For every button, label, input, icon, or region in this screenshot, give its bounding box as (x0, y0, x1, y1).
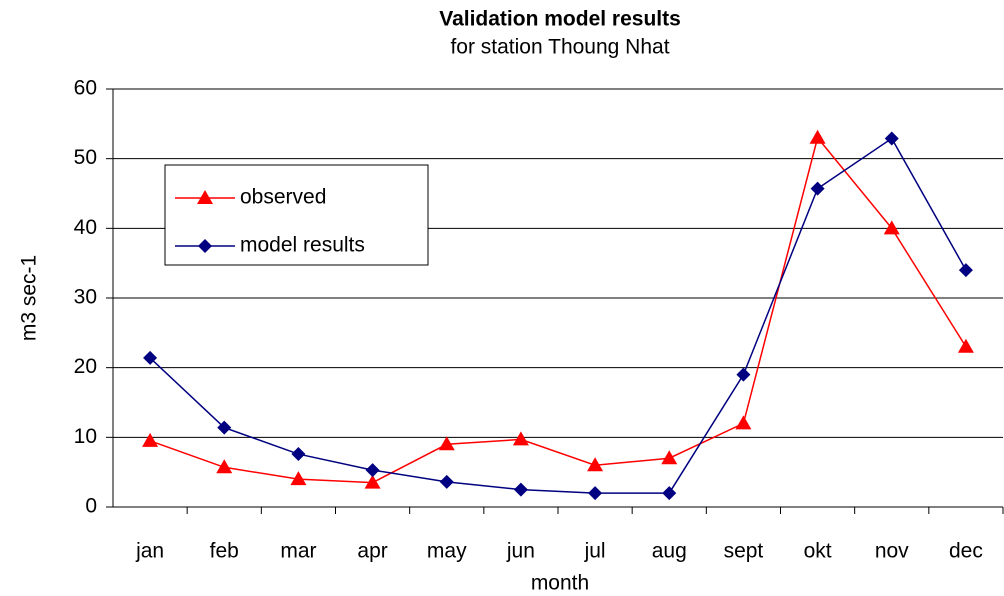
legend-label: model results (240, 234, 365, 257)
x-tick-label: sept (724, 540, 764, 563)
x-tick-label: jan (135, 540, 164, 563)
point (513, 482, 528, 497)
chart-subtitle: for station Thoung Nhat (450, 36, 669, 59)
point (143, 350, 158, 365)
y-tick-label: 30 (74, 286, 97, 309)
point (735, 415, 752, 430)
legend-marker (198, 239, 212, 253)
point (439, 474, 454, 489)
x-axis-label: month (531, 572, 589, 595)
y-tick-label: 10 (74, 425, 97, 448)
y-tick-label: 20 (74, 355, 97, 378)
point (810, 181, 825, 196)
point (661, 450, 678, 465)
x-tick-label: aug (652, 540, 687, 563)
point (290, 471, 307, 486)
x-tick-label: apr (357, 540, 387, 563)
x-tick-label: okt (804, 540, 832, 563)
y-tick-label: 60 (74, 77, 97, 100)
point (588, 486, 603, 501)
series-line (149, 137, 967, 494)
point (587, 457, 604, 472)
point (512, 431, 529, 446)
legend-marker (197, 190, 213, 204)
x-tick-label: mar (280, 540, 316, 563)
point (883, 220, 900, 235)
x-tick-label: dec (949, 540, 983, 563)
point (364, 474, 381, 489)
x-tick-label: may (427, 540, 467, 563)
point (216, 459, 233, 474)
point (142, 432, 159, 447)
y-tick-label: 0 (85, 495, 97, 518)
series-line (149, 136, 967, 484)
point (736, 367, 751, 382)
legend-label: observed (240, 186, 326, 209)
x-tick-label: jul (584, 540, 606, 563)
point (365, 463, 380, 478)
point (291, 447, 306, 462)
point (884, 131, 899, 146)
y-axis-label: m3 sec-1 (18, 255, 41, 341)
point (957, 338, 974, 353)
point (809, 129, 826, 144)
x-tick-label: feb (210, 540, 239, 563)
point (662, 486, 677, 501)
chart-title: Validation model results (439, 8, 681, 31)
y-tick-label: 50 (74, 146, 97, 169)
point (217, 420, 232, 435)
x-tick-label: nov (875, 540, 909, 563)
point (438, 436, 455, 451)
point (958, 263, 973, 278)
x-tick-label: jun (506, 540, 535, 563)
y-tick-label: 40 (74, 216, 97, 239)
